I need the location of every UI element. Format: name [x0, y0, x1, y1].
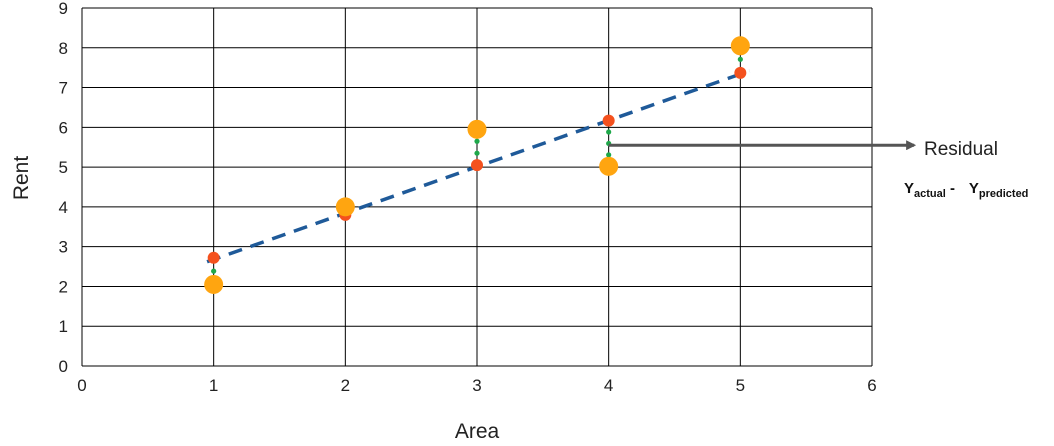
y-tick-label: 9 [59, 0, 68, 18]
x-tick-label: 5 [736, 376, 745, 395]
residual-dot [474, 138, 480, 144]
residual-dot [737, 56, 743, 62]
formula-y-actual: Y [904, 180, 914, 197]
predicted-point [207, 251, 220, 264]
y-tick-label: 0 [59, 357, 68, 376]
residual-dot [606, 152, 612, 158]
y-tick-label: 8 [59, 39, 68, 58]
predicted-point [471, 159, 483, 172]
grid-lines [81, 7, 873, 367]
tick-labels: 0 1 2 3 4 5 6 7 8 9 0 1 2 3 4 5 6 [59, 0, 877, 395]
formula-y-predicted: Y [969, 180, 979, 197]
x-tick-label: 1 [209, 376, 218, 395]
y-tick-label: 4 [59, 198, 68, 217]
actual-point [730, 36, 750, 56]
formula-sub-actual: actual [914, 188, 946, 200]
y-tick-label: 6 [59, 118, 68, 137]
residual-dot [606, 129, 612, 135]
x-tick-label: 3 [472, 376, 481, 395]
data-points [204, 36, 750, 294]
x-tick-label: 4 [604, 376, 613, 395]
y-tick-label: 1 [59, 317, 68, 336]
residual-dot [211, 268, 217, 274]
x-axis-title: Area [455, 420, 500, 443]
y-axis-title: Rent [10, 156, 33, 201]
residual-dot [474, 150, 480, 156]
x-tick-label: 6 [867, 376, 876, 395]
actual-point [599, 156, 619, 176]
residual-formula: Yactual - Ypredicted [904, 180, 1028, 200]
predicted-point [734, 66, 747, 79]
residual-markers [211, 56, 743, 274]
y-tick-label: 3 [59, 238, 68, 257]
residual-annotation: Residual Yactual - Ypredicted [608, 139, 1028, 200]
x-tick-label: 0 [77, 376, 86, 395]
formula-sub-predicted: predicted [979, 188, 1029, 200]
actual-point [335, 197, 355, 217]
y-tick-label: 7 [59, 79, 68, 98]
y-tick-label: 5 [59, 158, 68, 177]
predicted-point [602, 114, 615, 127]
actual-point [204, 274, 224, 294]
actual-point [467, 119, 487, 139]
formula-separator: - [946, 180, 959, 197]
x-tick-label: 2 [341, 376, 350, 395]
y-tick-label: 2 [59, 277, 68, 296]
residual-label: Residual [924, 139, 998, 160]
